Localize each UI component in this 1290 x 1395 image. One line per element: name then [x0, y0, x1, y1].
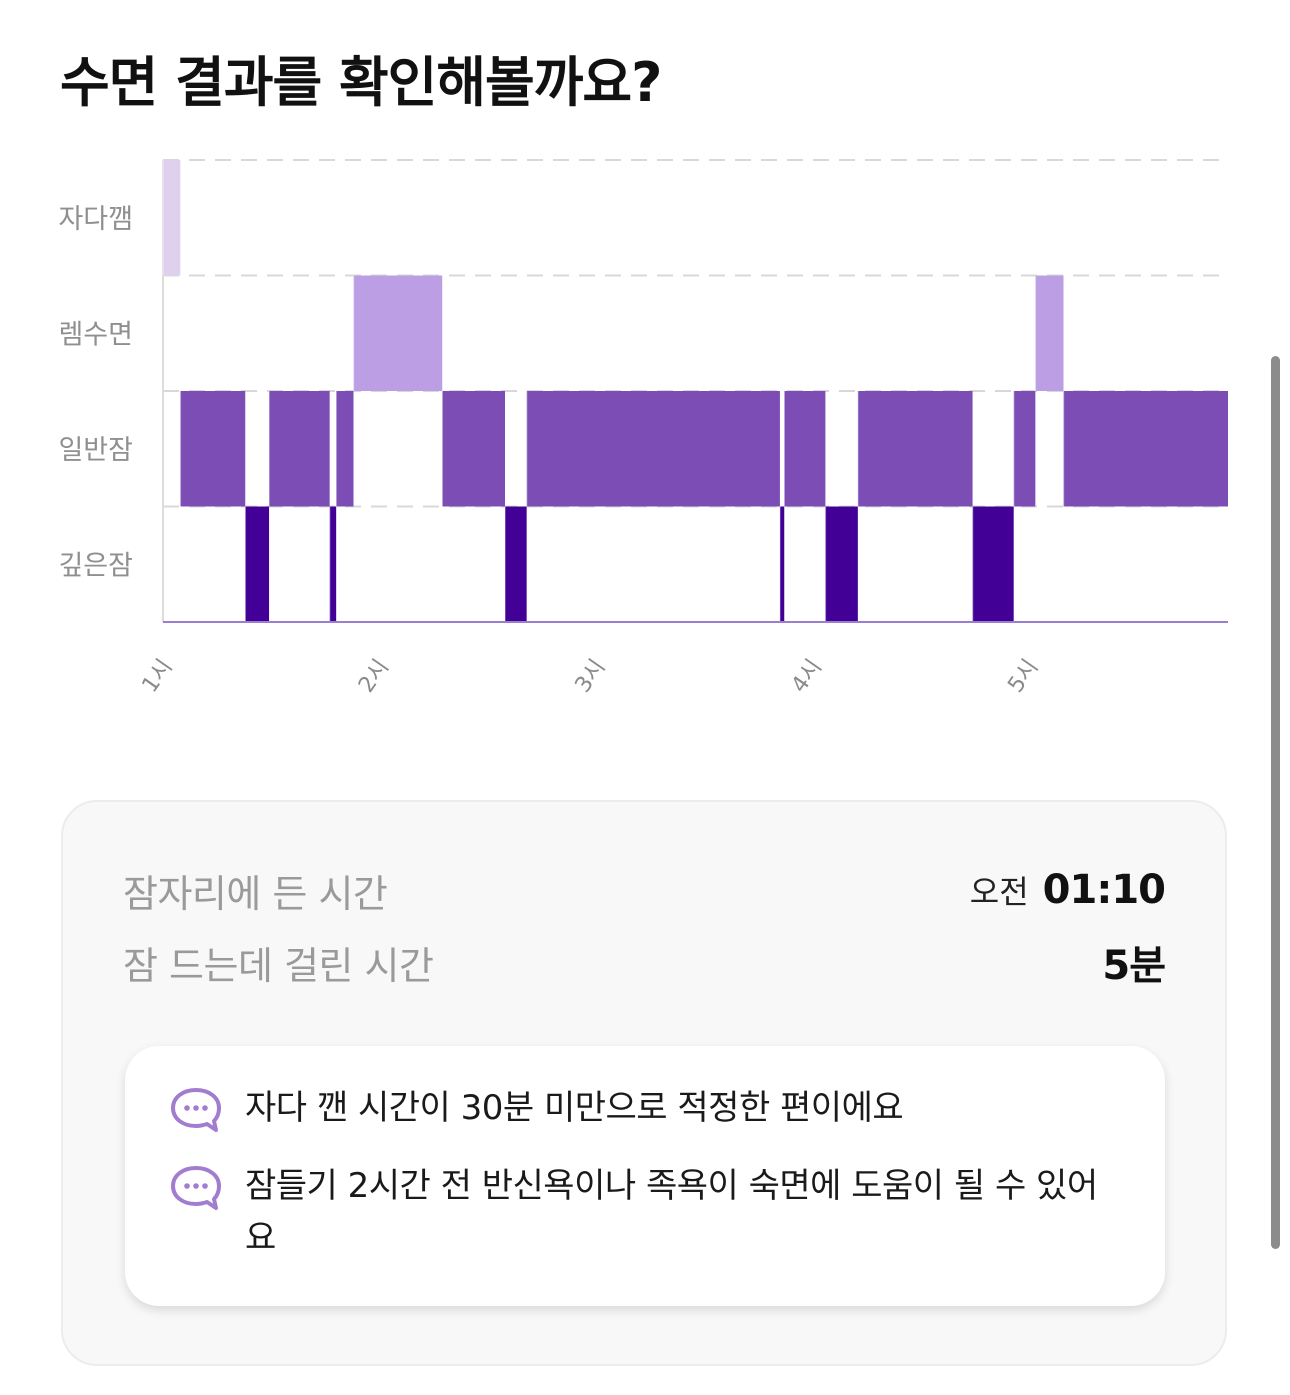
- sleep-segment: [1013, 391, 1036, 507]
- sleep-segment: [442, 391, 506, 507]
- x-tick-label: 3시: [571, 655, 611, 697]
- stage-label: 깊은잠: [58, 550, 133, 581]
- sleep-segment: [505, 506, 527, 622]
- sleep-segment: [269, 391, 330, 507]
- sleep-segment: [784, 391, 826, 507]
- sleep-segment: [353, 275, 443, 391]
- tip-item: 자다 깬 시간이 30분 미만으로 적정한 편이에요: [169, 1082, 1115, 1134]
- bedtime-value-group: 오전 01:10: [969, 867, 1166, 913]
- scrollbar[interactable]: [1271, 356, 1280, 1249]
- bedtime-value: 01:10: [1042, 867, 1166, 913]
- tip-text: 자다 깬 시간이 30분 미만으로 적정한 편이에요: [245, 1088, 904, 1128]
- sleep-segment: [336, 391, 354, 507]
- sleep-segment: [245, 506, 270, 622]
- x-tick-label: 2시: [354, 655, 394, 697]
- stage-label: 일반잠: [58, 435, 133, 466]
- chat-bubble-icon: [171, 1088, 221, 1132]
- x-tick-label: 1시: [138, 655, 178, 697]
- latency-label: 잠 드는데 걸린 시간: [123, 943, 434, 988]
- sleep-segment: [163, 160, 181, 276]
- stage-label: 렘수면: [58, 319, 133, 350]
- sleep-segment: [972, 506, 1014, 622]
- tips-card: 자다 깬 시간이 30분 미만으로 적정한 편이에요 잠들기 2시간 전 반신욕…: [125, 1046, 1165, 1306]
- sleep-segment: [825, 506, 858, 622]
- bedtime-row: 잠자리에 든 시간 오전 01:10: [123, 860, 1166, 920]
- x-tick-label: 4시: [787, 655, 827, 697]
- tip-item: 잠들기 2시간 전 반신욕이나 족욕이 숙면에 도움이 될 수 있어요: [169, 1160, 1115, 1264]
- sleep-segment: [1063, 391, 1228, 507]
- sleep-segment: [526, 391, 780, 507]
- page-title: 수면 결과를 확인해볼까요?: [60, 51, 662, 114]
- latency-value-group: 5분: [1102, 933, 1166, 991]
- x-tick-label: 5시: [1003, 655, 1043, 697]
- sleep-summary-card: 잠자리에 든 시간 오전 01:10 잠 드는데 걸린 시간 5분 자다 깬 시…: [61, 800, 1227, 1366]
- sleep-segment: [329, 506, 337, 622]
- bedtime-ampm: 오전: [969, 873, 1029, 911]
- bedtime-label: 잠자리에 든 시간: [123, 871, 388, 916]
- chat-bubble-icon: [171, 1166, 221, 1210]
- tip-text: 잠들기 2시간 전 반신욕이나 족욕이 숙면에 도움이 될 수 있어요: [245, 1166, 1098, 1258]
- latency-row: 잠 드는데 걸린 시간 5분: [123, 932, 1166, 992]
- sleep-segment: [1035, 275, 1064, 391]
- stage-label: 자다깸: [58, 204, 133, 235]
- sleep-segment: [857, 391, 973, 507]
- sleep-segment: [180, 391, 246, 507]
- sleep-segment: [779, 506, 785, 622]
- latency-value: 5분: [1102, 943, 1166, 989]
